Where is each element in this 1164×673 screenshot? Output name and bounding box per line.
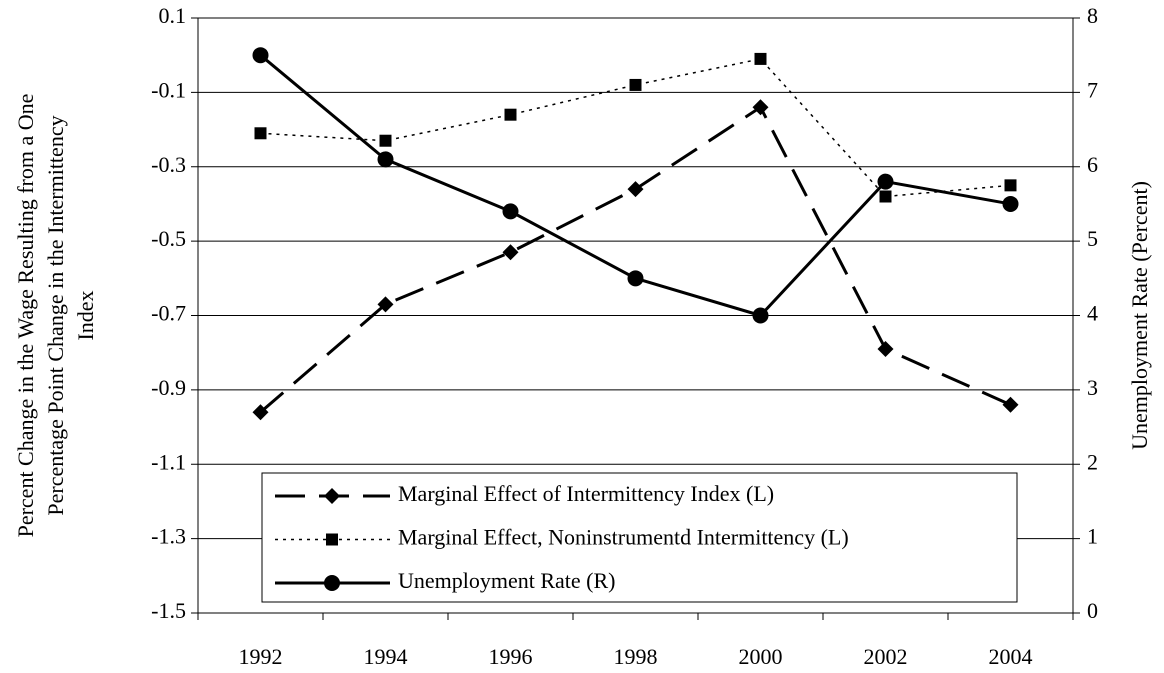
point xyxy=(379,134,392,147)
y2-tick-label: 5 xyxy=(1087,226,1098,251)
x-tick-label: 2004 xyxy=(989,644,1033,669)
point xyxy=(504,108,517,121)
point xyxy=(502,203,519,220)
y-tick-label: -0.7 xyxy=(151,301,186,326)
legend-label: Marginal Effect of Intermittency Index (… xyxy=(398,481,774,506)
legend-label: Marginal Effect, Noninstrumentd Intermit… xyxy=(398,525,849,550)
point xyxy=(877,173,894,190)
y2-tick-label: 3 xyxy=(1087,375,1098,400)
y-tick-label: -1.3 xyxy=(151,524,186,549)
series-line xyxy=(259,105,1012,414)
y2-tick-label: 2 xyxy=(1087,449,1098,474)
y2-tick-label: 0 xyxy=(1087,598,1098,623)
point xyxy=(252,47,269,64)
y-tick-label: -0.9 xyxy=(151,375,186,400)
y2-axis-label: Unemployment Rate (Percent) xyxy=(1127,181,1152,450)
point xyxy=(377,151,394,168)
point xyxy=(627,270,644,287)
point xyxy=(1002,396,1019,413)
point xyxy=(752,99,769,116)
y-tick-label: -0.1 xyxy=(151,77,186,102)
point xyxy=(377,296,394,313)
x-tick-label: 2000 xyxy=(739,644,783,669)
point xyxy=(502,244,519,261)
point xyxy=(877,340,894,357)
x-tick-label: 1998 xyxy=(614,644,658,669)
point xyxy=(1002,195,1019,212)
legend-label: Unemployment Rate (R) xyxy=(398,568,616,593)
y-tick-label: -1.1 xyxy=(151,449,186,474)
x-tick-label: 2002 xyxy=(864,644,908,669)
legend-marker xyxy=(326,533,338,546)
y2-tick-label: 4 xyxy=(1087,301,1098,326)
y-tick-label: -1.5 xyxy=(151,598,186,623)
point xyxy=(754,52,767,65)
y2-tick-label: 1 xyxy=(1087,524,1098,549)
point xyxy=(254,127,267,140)
x-tick-label: 1996 xyxy=(489,644,533,669)
y-axis-label: Index xyxy=(73,290,98,340)
point xyxy=(252,404,269,421)
y-tick-label: -0.3 xyxy=(151,152,186,177)
y2-tick-label: 6 xyxy=(1087,152,1098,177)
point xyxy=(629,78,642,91)
point xyxy=(879,190,892,203)
y2-tick-label: 7 xyxy=(1087,77,1098,102)
point xyxy=(752,307,769,324)
y2-tick-label: 8 xyxy=(1087,3,1098,28)
legend-marker xyxy=(324,488,340,504)
point xyxy=(627,181,644,198)
legend-marker xyxy=(324,575,340,591)
y-tick-label: 0.1 xyxy=(159,3,187,28)
y-axis-label: Percent Change in the Wage Resulting fro… xyxy=(13,94,38,538)
y-axis-label: Percentage Point Change in the Intermitt… xyxy=(43,115,68,515)
y-tick-label: -0.5 xyxy=(151,226,186,251)
x-tick-label: 1992 xyxy=(239,644,283,669)
point xyxy=(1004,179,1017,192)
x-tick-label: 1994 xyxy=(364,644,408,669)
